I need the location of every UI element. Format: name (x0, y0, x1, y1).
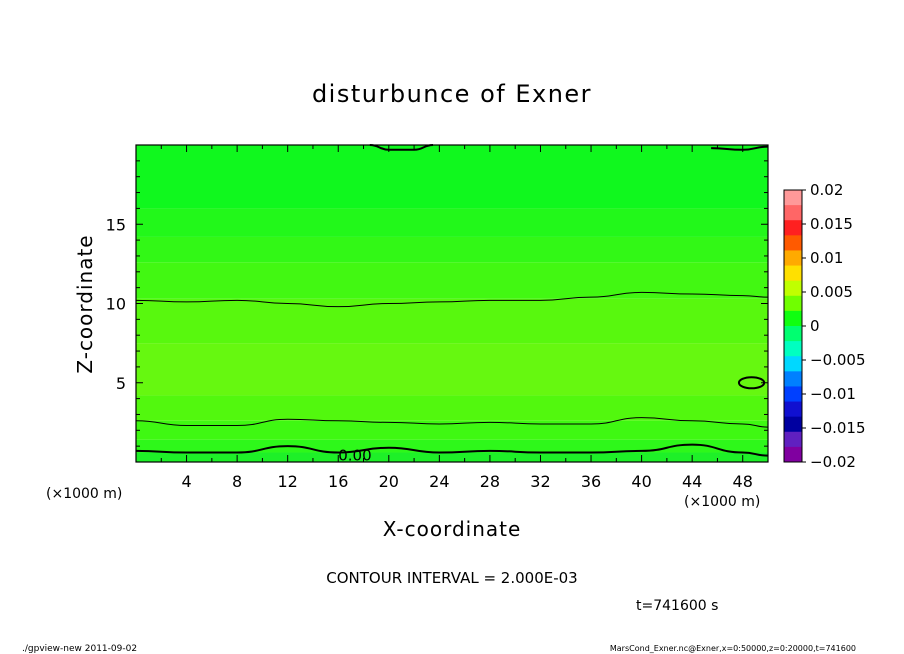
x-tick-label: 28 (480, 472, 500, 491)
y-tick-label: 5 (116, 374, 126, 393)
colorbar-tick-label: 0 (810, 317, 820, 335)
contour-line-1 (135, 417, 769, 428)
colorbar-tick-label: −0.015 (810, 419, 866, 437)
heatmap-band-2 (136, 420, 768, 440)
x-axis-label: X-coordinate (383, 517, 522, 541)
contour-interval-text: CONTOUR INTERVAL = 2.000E-03 (326, 569, 577, 587)
heatmap-band-4 (136, 343, 768, 396)
colorbar-swatch (784, 190, 802, 206)
x-tick-label: 16 (328, 472, 348, 491)
heatmap-band-0 (136, 452, 768, 462)
chart-title: disturbunce of Exner (312, 80, 592, 108)
colorbar-tick-label: −0.01 (810, 385, 856, 403)
colorbar-swatch (784, 250, 802, 267)
y-axis-unit: (×1000 m) (46, 486, 122, 502)
colorbar-swatch (784, 310, 802, 327)
y-axis-label: Z-coordinate (73, 234, 97, 373)
contour-line-2 (135, 291, 769, 308)
colorbar-swatch (784, 371, 802, 387)
colorbar-tick-label: 0.015 (810, 215, 853, 233)
y-tick-label: 10 (106, 295, 126, 314)
colorbar-swatch (784, 220, 802, 236)
colorbar-tick-label: −0.005 (810, 351, 866, 369)
colorbar-swatch (784, 295, 802, 312)
colorbar-swatch (784, 401, 802, 418)
x-tick-label: 8 (232, 472, 242, 491)
x-tick-label: 20 (379, 472, 399, 491)
colorbar-tick-label: 0.02 (810, 181, 843, 199)
x-tick-label: 44 (682, 472, 702, 491)
colorbar-swatch (784, 386, 802, 403)
colorbar-swatch (784, 416, 802, 433)
colorbar-swatch (784, 235, 802, 251)
colorbar: 0.02 0.015 0.01 0.005 0 −0.005 −0.01 −0.015 −0.0… (783, 181, 866, 471)
colorbar-swatch (784, 280, 802, 297)
top-contour-0 (369, 144, 434, 151)
heatmap-band-1 (136, 439, 768, 453)
heatmap-band-7 (136, 236, 768, 263)
x-tick-label: 12 (278, 472, 298, 491)
colorbar-tick-label: −0.02 (810, 453, 856, 471)
footer-right: MarsCond_Exner.nc@Exner,x=0:50000,z=0:20… (610, 644, 856, 653)
x-axis: 4 8 12 16 20 24 28 32 36 40 44 48 (160, 145, 753, 491)
footer-left: ./gpview-new 2011-09-02 (22, 644, 137, 654)
y-tick-label: 15 (106, 215, 126, 234)
y-axis: 5 10 15 (106, 160, 768, 447)
colorbar-swatch (784, 431, 802, 448)
colorbar-swatch (784, 341, 802, 357)
time-text: t=741600 s (636, 598, 718, 614)
colorbar-swatch (784, 356, 802, 372)
x-tick-label: 48 (733, 472, 753, 491)
colorbar-tick-label: 0.01 (810, 249, 843, 267)
x-tick-label: 32 (530, 472, 550, 491)
contour-line-0 (135, 443, 769, 457)
x-axis-unit: (×1000 m) (684, 494, 760, 510)
colorbar-swatch (784, 205, 802, 221)
plot-area: 0.00 (135, 144, 769, 464)
heatmap-band-5 (136, 298, 768, 344)
heatmap-band-8 (136, 208, 768, 237)
heatmap-band-9 (136, 145, 768, 209)
x-tick-label: 4 (181, 472, 191, 491)
x-tick-label: 24 (429, 472, 449, 491)
colorbar-swatch (784, 446, 802, 463)
colorbar-swatch (784, 265, 802, 282)
colorbar-tick-label: 0.005 (810, 283, 853, 301)
x-tick-label: 40 (631, 472, 651, 491)
colorbar-swatch (784, 326, 802, 342)
x-tick-label: 36 (581, 472, 601, 491)
heatmap-band-3 (136, 395, 768, 421)
